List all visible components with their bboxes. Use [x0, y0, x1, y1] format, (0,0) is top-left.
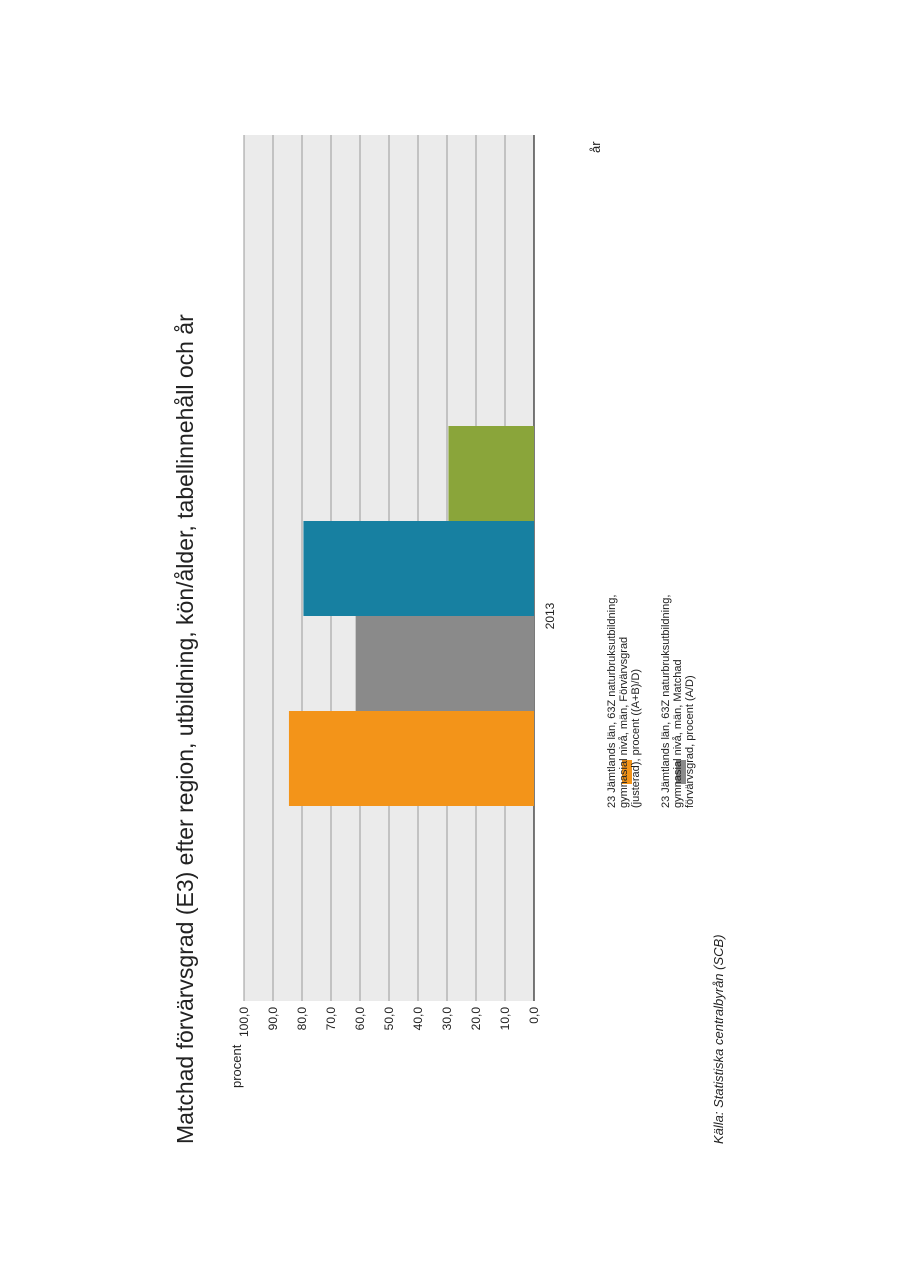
bar: [355, 616, 534, 711]
legend-label: 23 Jämtlands län, 63Z naturbruksutbildni…: [606, 595, 642, 808]
y-tick-label: 90,0: [266, 1007, 280, 1031]
legend-label: 23 Jämtlands län, 63Z naturbruksutbildni…: [660, 595, 696, 808]
rotated-chart-group: Matchad förvärvsgrad (E3) efter region, …: [172, 135, 726, 1144]
y-axis-label: procent: [229, 1044, 244, 1088]
y-tick-label: 40,0: [411, 1007, 425, 1031]
bar: [303, 521, 535, 616]
y-tick-label: 0,0: [527, 1007, 541, 1024]
y-tick-label: 20,0: [469, 1007, 483, 1031]
chart-title: Matchad förvärvsgrad (E3) efter region, …: [172, 314, 198, 1144]
legend: 23 Jämtlands län, 63Z naturbruksutbildni…: [606, 595, 696, 808]
x-axis-label: år: [588, 141, 603, 153]
y-tick-label: 70,0: [324, 1007, 338, 1031]
x-axis-categories: 2013: [543, 602, 557, 629]
bar: [288, 711, 535, 806]
y-tick-label: 10,0: [498, 1007, 512, 1031]
y-axis-ticks: 0,0 10,0 20,0 30,0 40,0 50,0 60,0 70,0 80,0 90,0 1…: [237, 1007, 541, 1037]
bar: [448, 426, 535, 521]
y-tick-label: 80,0: [295, 1007, 309, 1031]
legend-swatch: [676, 760, 686, 784]
bars: [288, 426, 535, 806]
y-tick-label: 60,0: [353, 1007, 367, 1031]
y-tick-label: 50,0: [382, 1007, 396, 1031]
source-note: Källa: Statistiska centralbyrån (SCB): [711, 934, 726, 1144]
x-category-label: 2013: [543, 602, 557, 629]
legend-swatch: [622, 760, 632, 784]
y-tick-label: 30,0: [440, 1007, 454, 1031]
y-tick-label: 100,0: [237, 1007, 251, 1037]
